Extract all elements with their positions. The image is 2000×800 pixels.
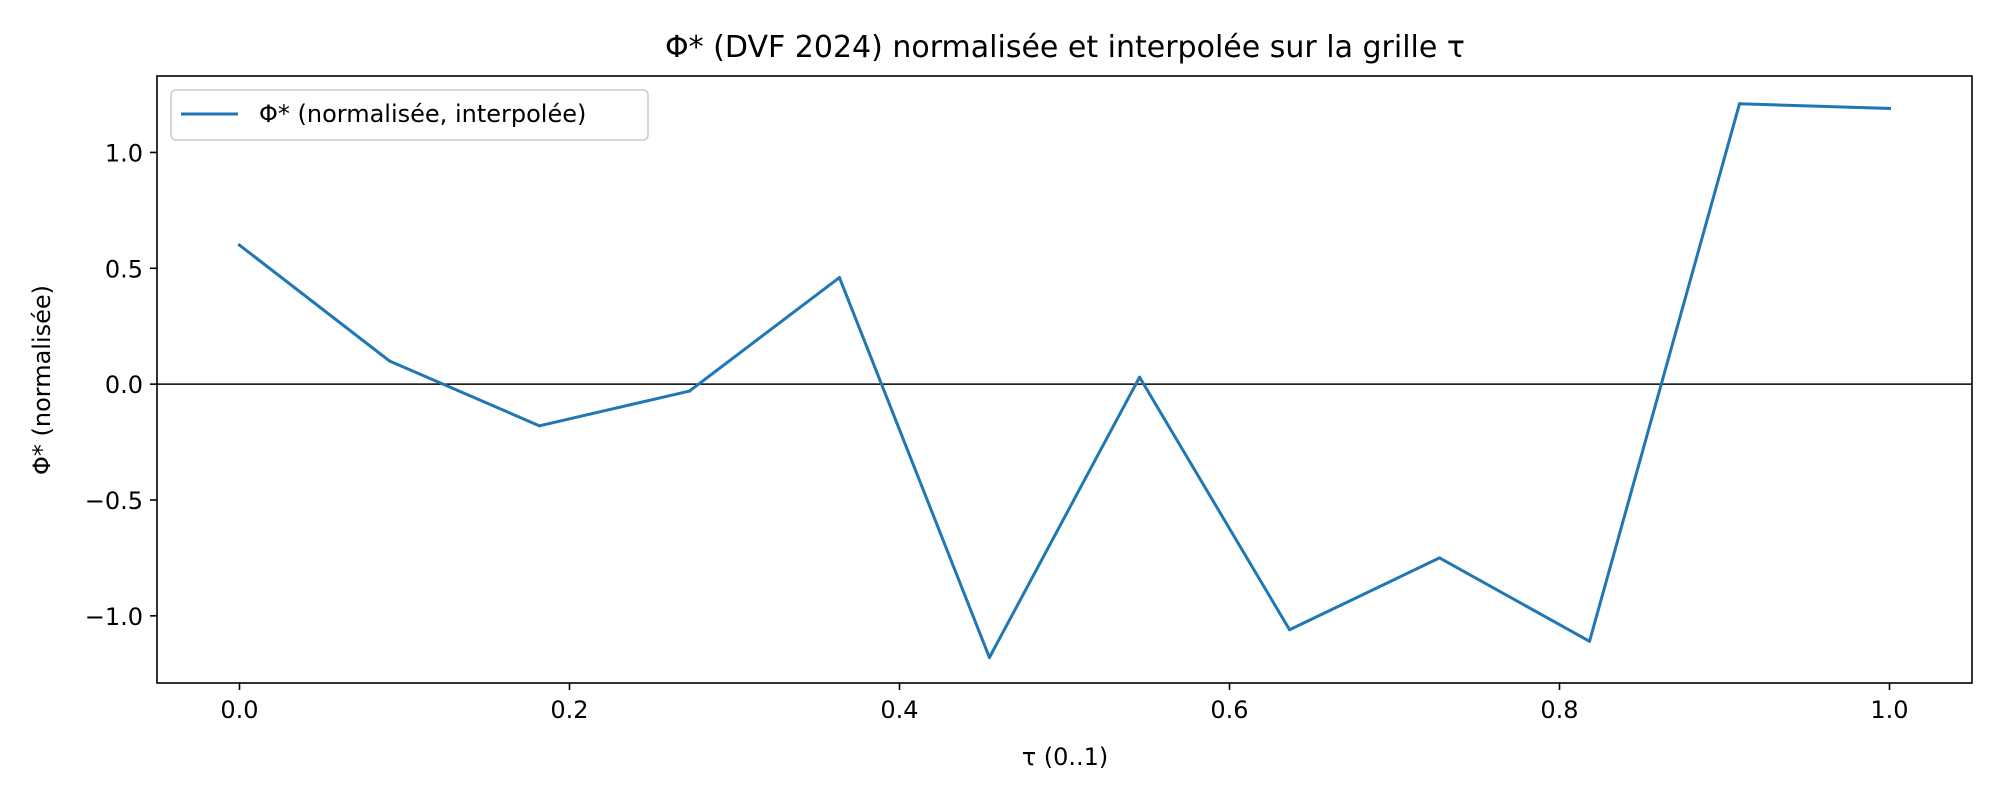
x-axis: 0.0 0.2 0.4 0.6 0.8 1.0: [220, 683, 1909, 724]
legend-label: Φ* (normalisée, interpolée): [259, 100, 586, 128]
x-tick-label: 0.4: [880, 696, 918, 724]
data-point: [987, 656, 991, 660]
axes-frame: [156, 75, 1973, 684]
y-axis-label: Φ* (normalisée): [28, 285, 56, 475]
y-tick-label: 0.0: [105, 371, 143, 399]
series-line-0: [237, 102, 1892, 660]
data-point: [687, 389, 691, 393]
data-point: [837, 276, 841, 280]
x-tick-label: 1.0: [1870, 696, 1908, 724]
data-point: [238, 243, 241, 247]
data-point: [387, 359, 391, 363]
data-point: [1588, 639, 1592, 643]
x-tick-label: 0.0: [220, 696, 258, 724]
data-point: [1888, 106, 1891, 110]
x-tick-label: 0.8: [1540, 696, 1578, 724]
y-tick-label: −1.0: [85, 603, 143, 631]
x-axis-label: τ (0..1): [1022, 743, 1109, 771]
plot-area: [157, 102, 1972, 660]
data-point: [1138, 375, 1142, 379]
data-point: [1288, 628, 1292, 632]
chart-title: Φ* (DVF 2024) normalisée et interpolée s…: [665, 30, 1465, 65]
x-tick-label: 0.2: [550, 696, 588, 724]
legend: Φ* (normalisée, interpolée): [170, 89, 649, 141]
y-tick-label: −0.5: [85, 487, 143, 515]
y-tick-label: 0.5: [105, 255, 143, 283]
y-tick-label: 1.0: [105, 139, 143, 167]
legend-box: [170, 89, 649, 141]
data-point: [1738, 102, 1742, 106]
data-point: [1438, 556, 1442, 560]
data-point: [537, 424, 541, 428]
x-tick-label: 0.6: [1210, 696, 1248, 724]
y-axis: −1.0 −0.5 0.0 0.5 1.0: [85, 139, 157, 631]
